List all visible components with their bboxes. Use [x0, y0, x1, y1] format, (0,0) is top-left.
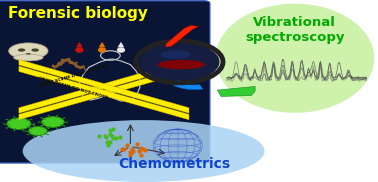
Ellipse shape	[14, 54, 43, 61]
Point	[138, 147, 144, 150]
Point	[127, 154, 133, 157]
Circle shape	[22, 130, 25, 131]
Point	[121, 148, 127, 151]
Circle shape	[13, 130, 15, 131]
Ellipse shape	[18, 48, 25, 52]
Point	[104, 140, 110, 143]
Circle shape	[6, 128, 8, 129]
Ellipse shape	[117, 47, 125, 53]
Polygon shape	[166, 25, 198, 47]
Text: Forensic biology: Forensic biology	[8, 6, 147, 21]
Point	[105, 143, 111, 146]
Text: CRIME SCENE DO NOT CROSS: CRIME SCENE DO NOT CROSS	[38, 64, 108, 88]
Circle shape	[47, 128, 50, 129]
Circle shape	[40, 117, 42, 118]
Circle shape	[40, 125, 42, 126]
Circle shape	[7, 118, 31, 130]
Point	[96, 134, 102, 137]
Ellipse shape	[23, 120, 265, 182]
Point	[117, 136, 123, 139]
Polygon shape	[25, 53, 31, 55]
Polygon shape	[118, 42, 124, 47]
Ellipse shape	[75, 47, 84, 53]
Point	[105, 140, 112, 143]
Polygon shape	[19, 66, 189, 120]
Polygon shape	[19, 60, 189, 113]
Circle shape	[33, 125, 35, 126]
Circle shape	[24, 130, 26, 132]
Point	[124, 143, 130, 146]
Text: CRIME SCENE DO NOT CROSS: CRIME SCENE DO NOT CROSS	[38, 76, 108, 100]
Point	[107, 129, 113, 132]
Point	[109, 135, 115, 138]
Circle shape	[33, 123, 35, 124]
Circle shape	[56, 115, 59, 116]
Circle shape	[13, 116, 15, 117]
Circle shape	[22, 116, 25, 117]
Point	[119, 148, 125, 151]
Point	[130, 150, 136, 153]
Circle shape	[66, 121, 68, 122]
Circle shape	[42, 116, 64, 127]
Point	[129, 151, 135, 154]
Ellipse shape	[161, 50, 191, 59]
Ellipse shape	[31, 48, 39, 52]
Point	[142, 148, 148, 151]
Ellipse shape	[158, 60, 205, 69]
Circle shape	[30, 119, 32, 120]
Text: Vibrational
spectroscopy: Vibrational spectroscopy	[245, 16, 345, 44]
Circle shape	[56, 128, 59, 129]
Circle shape	[47, 127, 49, 128]
Circle shape	[33, 136, 35, 137]
Circle shape	[47, 134, 49, 135]
Polygon shape	[169, 81, 203, 90]
Point	[107, 133, 113, 136]
Point	[102, 134, 108, 137]
Polygon shape	[76, 42, 83, 47]
Polygon shape	[99, 42, 105, 47]
Polygon shape	[217, 86, 255, 96]
Circle shape	[49, 130, 51, 132]
Point	[129, 148, 135, 151]
Circle shape	[64, 125, 66, 126]
Circle shape	[6, 119, 8, 120]
Circle shape	[40, 136, 43, 137]
Point	[103, 135, 109, 138]
Point	[135, 142, 141, 145]
Point	[110, 128, 116, 130]
FancyBboxPatch shape	[0, 1, 210, 163]
Point	[127, 150, 133, 153]
Point	[113, 136, 119, 139]
Ellipse shape	[9, 43, 48, 59]
Point	[110, 136, 116, 139]
Polygon shape	[19, 66, 189, 120]
Circle shape	[30, 128, 32, 129]
Ellipse shape	[215, 4, 374, 113]
Circle shape	[26, 134, 29, 135]
Point	[107, 141, 113, 144]
Circle shape	[40, 125, 43, 126]
Circle shape	[47, 115, 50, 116]
Circle shape	[26, 127, 29, 128]
Text: Chemometrics: Chemometrics	[118, 157, 230, 171]
Point	[136, 149, 142, 152]
Circle shape	[3, 123, 5, 124]
Polygon shape	[19, 60, 189, 113]
Point	[138, 154, 144, 157]
Circle shape	[64, 117, 66, 118]
Circle shape	[28, 126, 47, 136]
Point	[140, 148, 146, 151]
Circle shape	[139, 43, 220, 81]
Circle shape	[37, 121, 40, 122]
Ellipse shape	[98, 47, 106, 53]
